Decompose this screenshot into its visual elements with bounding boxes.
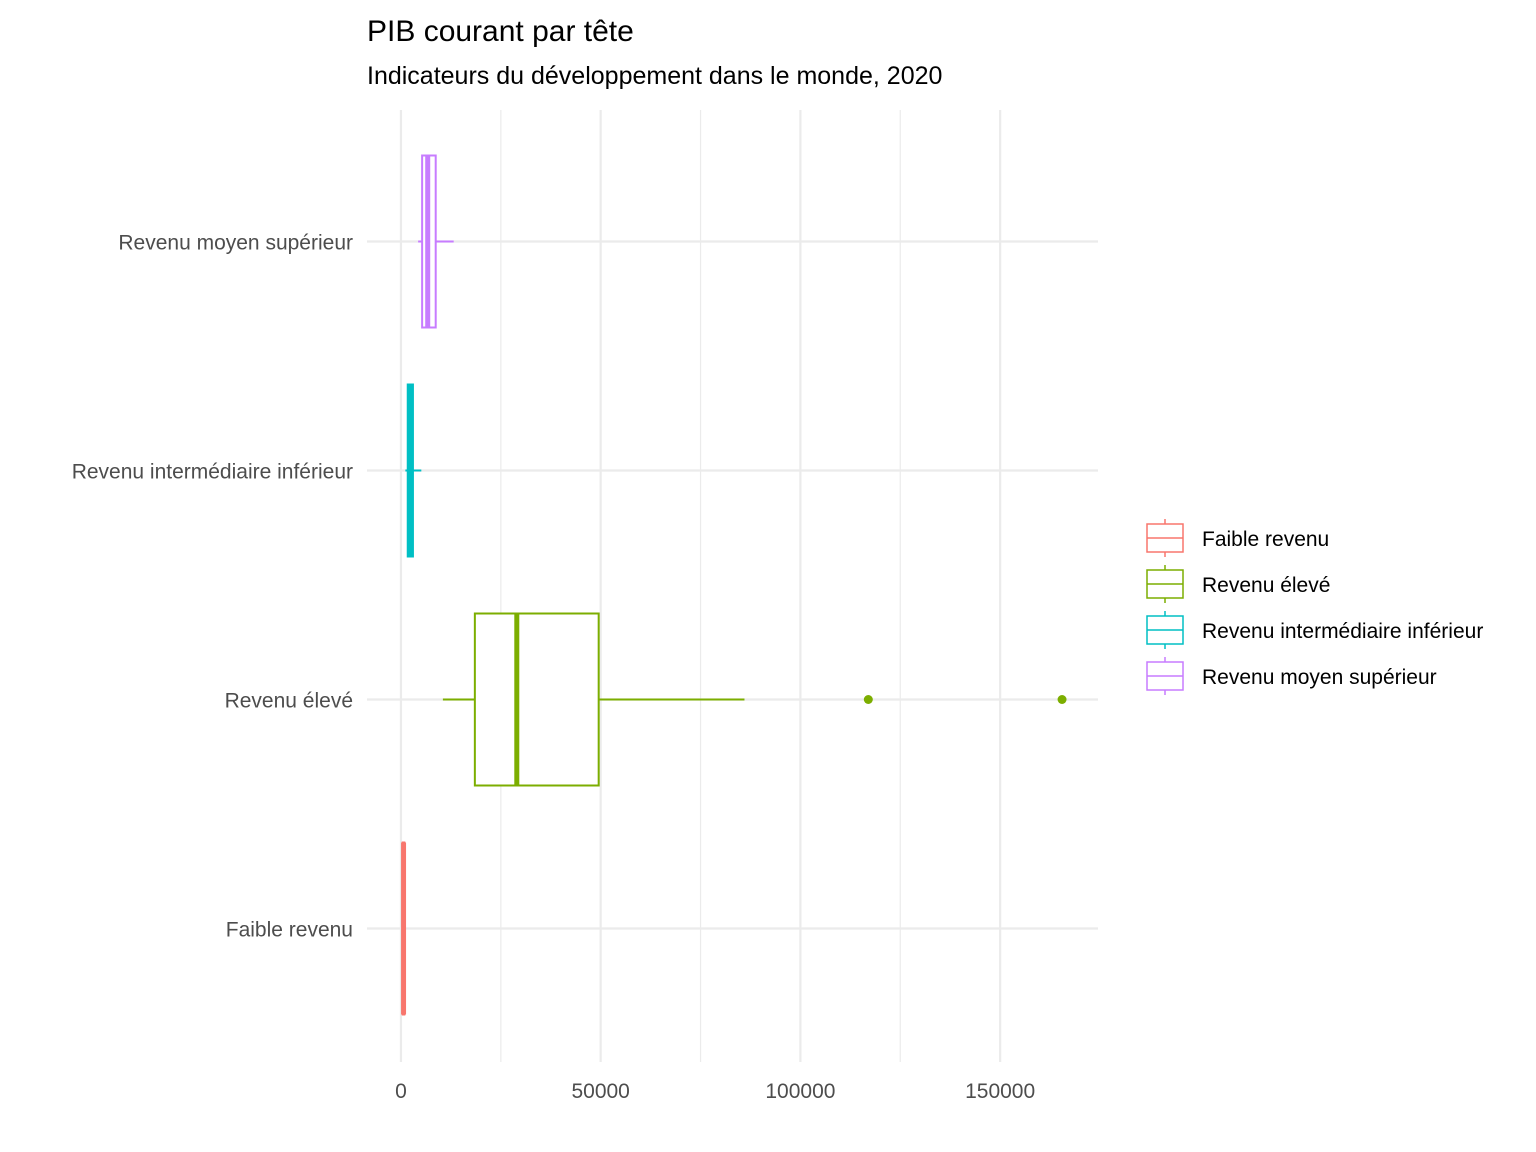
chart-subtitle: Indicateurs du développement dans le mon… (367, 62, 942, 90)
box-revenu-élevé (442, 612, 1067, 787)
x-tick-label: 0 (395, 1080, 407, 1103)
box-rect (473, 612, 600, 787)
legend-label: Revenu élevé (1202, 574, 1330, 597)
outlier-point (1057, 695, 1067, 704)
x-tick-label: 50000 (571, 1080, 629, 1103)
legend-item: Revenu intermédiaire inférieur (1146, 611, 1483, 649)
box-faible-revenu (401, 841, 407, 1016)
legend-item: Faible revenu (1146, 519, 1329, 557)
box-revenu-intermédiaire-inférieur (405, 383, 422, 558)
y-tick-label: Faible revenu (226, 919, 353, 942)
y-tick-label: Revenu intermédiaire inférieur (72, 461, 353, 484)
legend-item: Revenu moyen supérieur (1146, 657, 1437, 695)
legend-label: Revenu intermédiaire inférieur (1202, 620, 1483, 643)
axis-labels: 0 50000 100000 150000 Faible revenu Revenu él… (72, 232, 1035, 1104)
outlier-point (863, 695, 873, 704)
y-tick-label: Revenu élevé (225, 690, 353, 713)
y-tick-label: Revenu moyen supérieur (118, 232, 353, 255)
x-tick-label: 150000 (965, 1080, 1035, 1103)
grid-lines (367, 110, 1098, 1062)
box-revenu-moyen-supérieur (418, 154, 454, 329)
chart-title: PIB courant par tête (367, 15, 634, 48)
legend-label: Faible revenu (1202, 528, 1329, 551)
legend-item: Revenu élevé (1146, 565, 1330, 603)
x-tick-label: 100000 (765, 1080, 835, 1103)
legend: Faible revenu Revenu élevé Revenu interméd… (1146, 519, 1483, 695)
legend-label: Revenu moyen supérieur (1202, 666, 1437, 689)
box-layer (401, 154, 1067, 1016)
